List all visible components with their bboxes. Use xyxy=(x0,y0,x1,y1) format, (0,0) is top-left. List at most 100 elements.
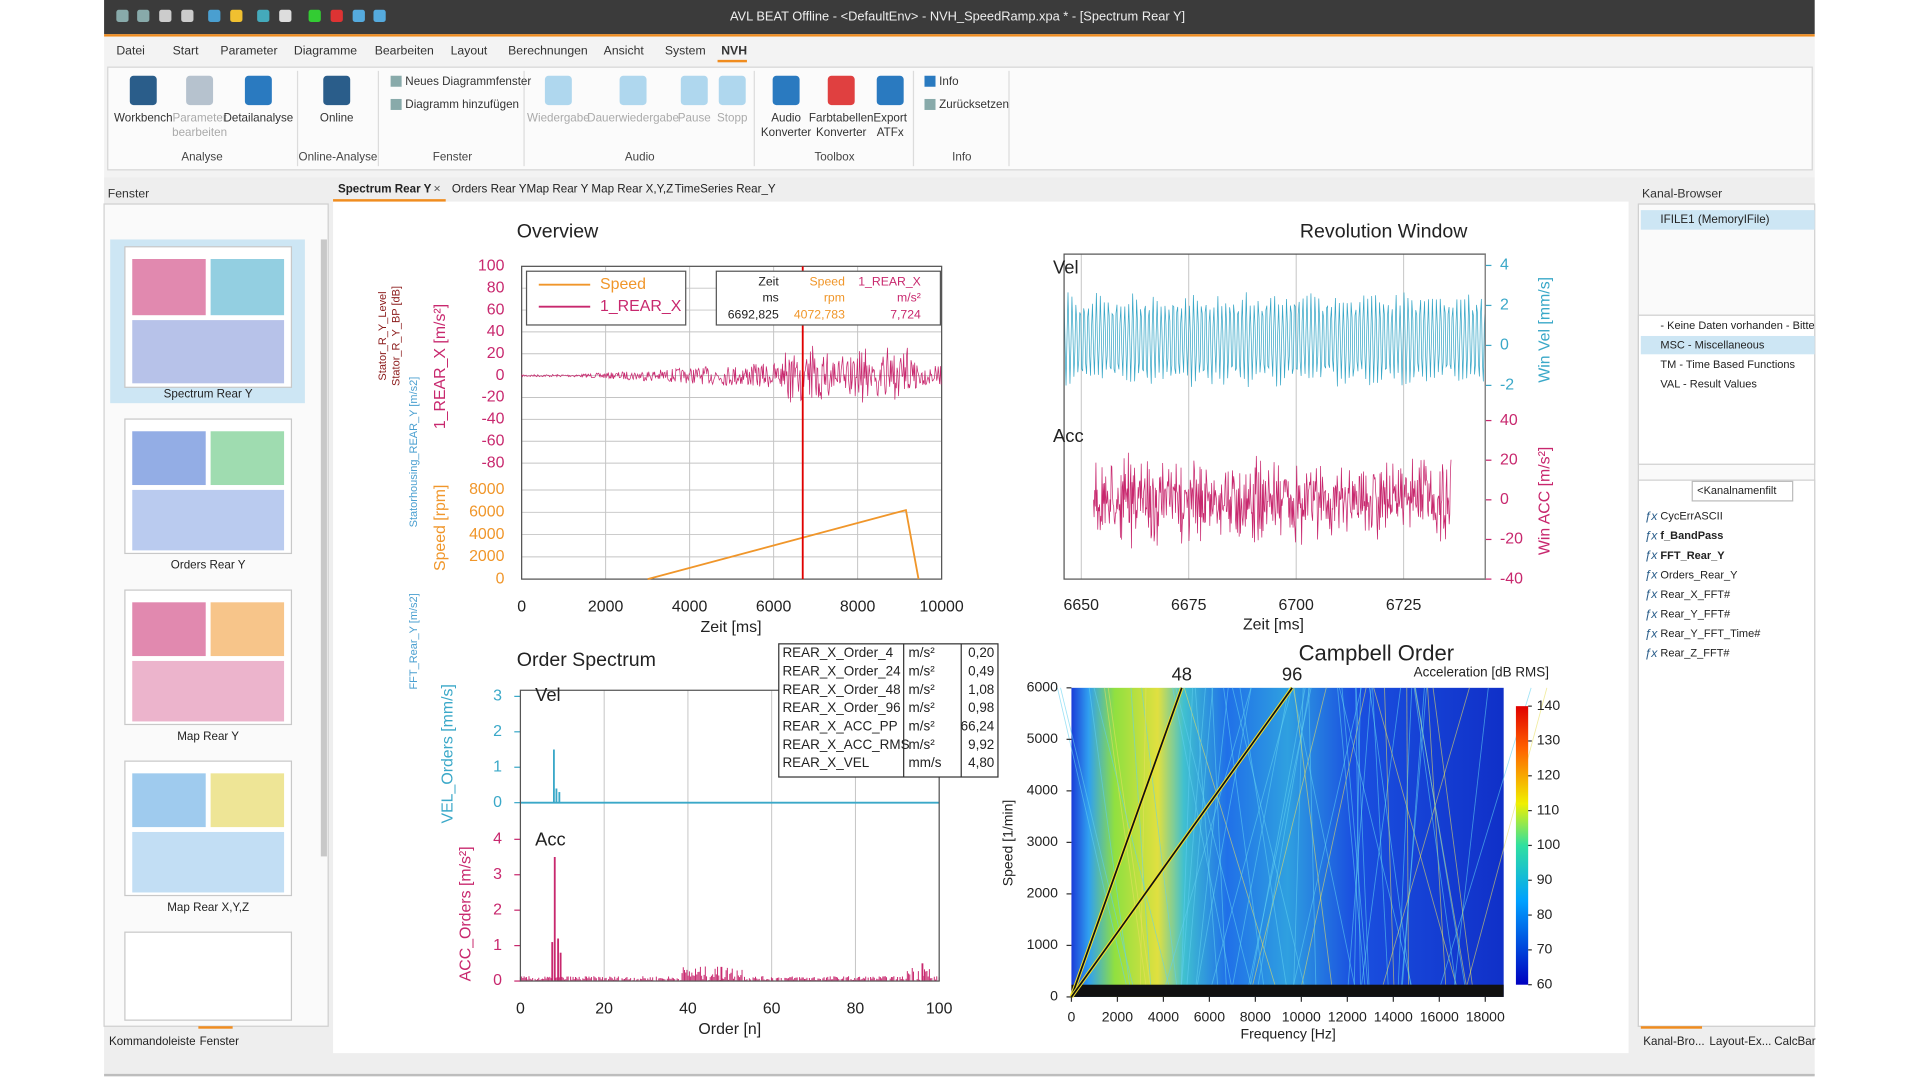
document-tab[interactable]: Map Rear Y xyxy=(527,182,589,195)
ribbon-small-button[interactable]: Info xyxy=(939,75,958,88)
channel-item[interactable]: Rear_Z_FFT# xyxy=(1660,648,1730,660)
menu-item[interactable]: Berechnungen xyxy=(508,44,588,58)
channel-item[interactable]: CycErrASCII xyxy=(1660,511,1722,523)
button-icon[interactable] xyxy=(186,75,214,106)
y-tick-label: 60 xyxy=(487,301,505,318)
bottom-tab[interactable]: Layout-Ex... xyxy=(1709,1035,1771,1048)
ribbon-small-button[interactable]: Diagramm hinzufügen xyxy=(405,98,519,111)
ribbon-button[interactable]: Konverter xyxy=(761,126,812,139)
channel-list xyxy=(1637,479,1816,1027)
button-icon[interactable] xyxy=(619,75,647,106)
ribbon-button[interactable]: Wiedergabe xyxy=(527,112,590,125)
channel-item[interactable]: Rear_Y_FFT_Time# xyxy=(1660,628,1761,640)
bottom-tab[interactable]: Kommandoleiste xyxy=(109,1035,196,1048)
x-tick-label: 4000 xyxy=(1148,1008,1179,1024)
button-icon[interactable] xyxy=(244,75,272,106)
y-tick-label: 0 xyxy=(496,570,505,587)
order-line xyxy=(1070,687,1293,998)
button-icon[interactable] xyxy=(129,75,157,106)
menu-item[interactable]: Parameter xyxy=(220,44,277,58)
toolbar-icon[interactable] xyxy=(352,9,365,22)
small-icon[interactable] xyxy=(924,98,936,110)
button-icon[interactable] xyxy=(718,75,746,106)
thumbnail-label[interactable]: Spectrum Rear Y xyxy=(164,388,253,401)
heatmap-ridge xyxy=(1232,687,1290,985)
toolbar-icon[interactable] xyxy=(116,9,129,22)
small-icon[interactable] xyxy=(390,98,402,110)
filter-input[interactable]: <Kanalnamenfilt xyxy=(1697,485,1776,497)
document-tab[interactable]: TimeSeries Rear_Y xyxy=(675,182,776,195)
thumb-plot xyxy=(132,320,285,384)
ribbon-small-button[interactable]: Neues Diagrammfenster xyxy=(405,75,531,88)
thumb-plot xyxy=(210,602,285,657)
ribbon-button[interactable]: Farbtabellen xyxy=(809,112,874,125)
scrollbar[interactable] xyxy=(320,239,327,857)
ribbon-button[interactable]: Audio xyxy=(771,112,801,125)
tree-item[interactable]: IFILE1 (MemoryIFile) xyxy=(1660,213,1769,226)
channel-item[interactable]: Orders_Rear_Y xyxy=(1660,569,1738,581)
menu-item[interactable]: Datei xyxy=(116,44,145,58)
ribbon-button[interactable]: Stopp xyxy=(717,112,747,125)
thumbnail-label[interactable]: Map Rear Y xyxy=(177,730,239,743)
y-axis-label: Speed [rpm] xyxy=(432,485,449,571)
channel-item[interactable]: FFT_Rear_Y xyxy=(1660,550,1725,562)
document-tab[interactable]: Map Rear X,Y,Z xyxy=(591,182,673,195)
toolbar-icon[interactable] xyxy=(208,9,221,22)
filter-box[interactable] xyxy=(1691,480,1794,502)
toolbar-icon[interactable] xyxy=(279,9,292,22)
ribbon-button[interactable]: ATFx xyxy=(877,126,904,139)
bottom-tab[interactable]: Kanal-Bro... xyxy=(1643,1035,1704,1048)
ribbon-button[interactable]: Detailanalyse xyxy=(223,112,293,125)
ribbon-button[interactable]: Pause xyxy=(678,112,711,125)
toolbar-icon[interactable] xyxy=(230,9,243,22)
toolbar-icon[interactable] xyxy=(373,9,386,22)
ribbon-button[interactable]: Konverter xyxy=(816,126,867,139)
tab-close[interactable]: × xyxy=(433,182,440,196)
group-item[interactable]: - Keine Daten vorhanden - Bitte xyxy=(1660,320,1814,332)
ribbon-button[interactable]: Dauerwiedergabe xyxy=(587,112,679,125)
thumbnail-label[interactable]: Map Rear X,Y,Z xyxy=(167,901,249,914)
toolbar-icon[interactable] xyxy=(330,9,343,22)
menu-item[interactable]: Bearbeiten xyxy=(375,44,434,58)
toolbar-icon[interactable] xyxy=(181,9,194,22)
small-icon[interactable] xyxy=(390,75,402,87)
toolbar-icon[interactable] xyxy=(137,9,150,22)
small-icon[interactable] xyxy=(924,75,936,87)
document-tab[interactable]: Orders Rear Y xyxy=(452,182,527,195)
bottom-tab[interactable]: Fenster xyxy=(200,1035,240,1048)
menu-item[interactable]: Start xyxy=(173,44,199,58)
group-item[interactable]: TM - Time Based Functions xyxy=(1660,359,1795,371)
menu-item[interactable]: System xyxy=(665,44,706,58)
group-item[interactable]: MSC - Miscellaneous xyxy=(1660,340,1765,352)
button-icon[interactable] xyxy=(827,75,855,106)
menu-item[interactable]: Ansicht xyxy=(604,44,645,58)
thumb-plot xyxy=(132,773,206,828)
bottom-tab[interactable]: CalcBar xyxy=(1774,1035,1815,1048)
ribbon-button[interactable]: Export xyxy=(873,112,907,125)
heatmap-ridge xyxy=(1397,687,1413,985)
thumbnail-label[interactable]: Orders Rear Y xyxy=(171,559,246,572)
toolbar-icon[interactable] xyxy=(257,9,270,22)
toolbar-icon[interactable] xyxy=(159,9,172,22)
channel-item[interactable]: f_BandPass xyxy=(1660,530,1723,542)
menu-item[interactable]: Diagramme xyxy=(294,44,357,58)
group-item[interactable]: VAL - Result Values xyxy=(1660,379,1757,391)
ribbon-button[interactable]: bearbeiten xyxy=(172,126,227,139)
ribbon-button[interactable]: Workbench xyxy=(114,112,173,125)
channel-item[interactable]: Rear_Y_FFT# xyxy=(1660,608,1731,620)
toolbar-icon[interactable] xyxy=(308,9,321,22)
button-icon[interactable] xyxy=(680,75,708,106)
document-tab[interactable]: Spectrum Rear Y xyxy=(338,182,432,195)
button-icon[interactable] xyxy=(323,75,351,106)
ribbon-button[interactable]: Parameter xyxy=(172,112,226,125)
menu-item[interactable]: Layout xyxy=(451,44,488,58)
menu-item[interactable]: NVH xyxy=(721,44,747,58)
panel-title: Kanal-Browser xyxy=(1642,186,1722,200)
button-icon[interactable] xyxy=(772,75,800,106)
channel-item[interactable]: Rear_X_FFT# xyxy=(1660,589,1731,601)
ribbon-button[interactable]: Online xyxy=(320,112,354,125)
ribbon-small-button[interactable]: Zurücksetzen xyxy=(939,98,1009,111)
button-icon[interactable] xyxy=(876,75,904,106)
thumbnail[interactable] xyxy=(124,931,293,1021)
button-icon[interactable] xyxy=(544,75,572,106)
